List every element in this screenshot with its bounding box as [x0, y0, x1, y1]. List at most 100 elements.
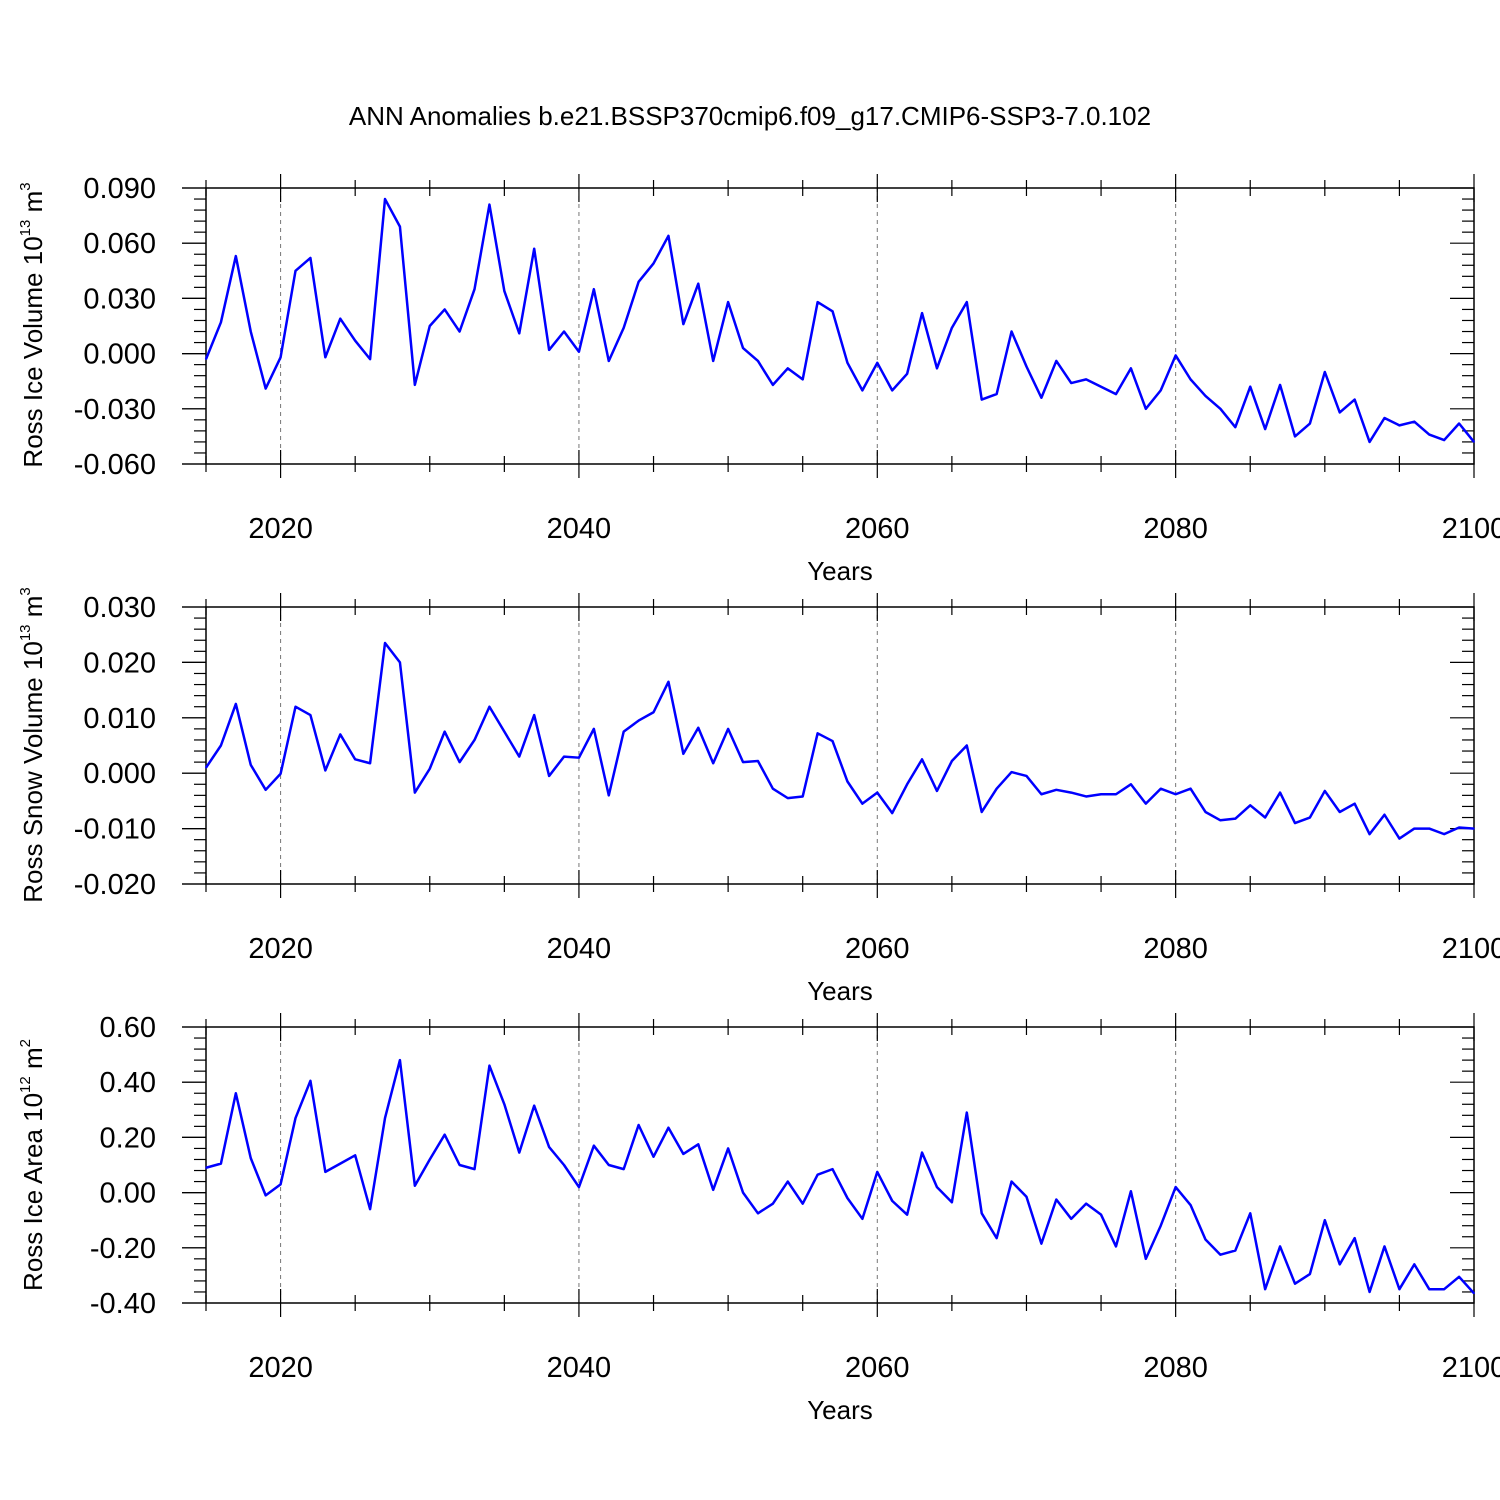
data-point — [205, 766, 207, 769]
data-point — [220, 1162, 222, 1165]
data-point — [1473, 827, 1475, 830]
data-point — [1070, 382, 1073, 384]
data-point — [921, 312, 923, 314]
data-point — [503, 290, 506, 292]
data-point — [1309, 816, 1311, 819]
data-point — [1324, 1219, 1326, 1221]
data-point — [339, 733, 342, 736]
data-point — [936, 790, 938, 792]
data-point — [428, 1158, 431, 1161]
data-point — [995, 393, 998, 395]
data-point — [1443, 439, 1445, 441]
y-tick-label: 0.40 — [100, 1067, 156, 1099]
y-tick-label: -0.40 — [90, 1288, 156, 1320]
data-point — [1189, 378, 1192, 381]
data-point — [1145, 1258, 1147, 1260]
data-point — [622, 1168, 625, 1170]
data-point — [563, 330, 565, 333]
data-point — [1338, 411, 1341, 414]
data-point — [354, 758, 356, 761]
data-point — [548, 349, 550, 351]
data-point — [1473, 441, 1475, 443]
data-point — [339, 1162, 342, 1165]
data-point — [309, 1080, 312, 1082]
data-point — [205, 358, 207, 360]
data-point — [1040, 793, 1043, 796]
data-point — [1174, 354, 1177, 357]
data-point — [801, 378, 804, 381]
data-point — [1294, 1282, 1296, 1285]
data-point — [1338, 1263, 1341, 1266]
data-point — [1443, 1288, 1445, 1290]
data-point — [1428, 827, 1431, 830]
data-point — [414, 1184, 416, 1187]
data-point — [414, 791, 416, 794]
data-point — [1458, 422, 1460, 425]
data-point — [831, 1168, 834, 1170]
plot-frame — [205, 1026, 1475, 1304]
y-tick-label: -0.020 — [74, 869, 156, 901]
data-point — [1159, 389, 1162, 392]
data-point — [1055, 360, 1058, 362]
data-point — [846, 1197, 849, 1199]
y-tick-label: 0.030 — [83, 592, 156, 624]
data-point — [607, 360, 610, 362]
y-tick-label: 0.030 — [83, 283, 156, 315]
data-point — [369, 358, 371, 360]
data-point — [1324, 790, 1326, 792]
data-point — [637, 281, 640, 283]
x-tick-label: 2020 — [248, 933, 313, 965]
data-point — [622, 327, 625, 329]
data-point — [891, 812, 894, 814]
data-point — [309, 257, 312, 259]
data-point — [1189, 1204, 1192, 1206]
data-point — [682, 753, 685, 755]
data-point — [1130, 1190, 1132, 1193]
data-point — [1070, 1218, 1073, 1220]
data-point — [354, 339, 356, 342]
y-tick-label: 0.090 — [83, 173, 156, 205]
data-point — [1368, 833, 1371, 835]
data-point — [1428, 1288, 1431, 1290]
data-point — [876, 362, 879, 364]
data-point — [264, 1194, 267, 1197]
data-point — [1025, 775, 1028, 777]
data-point — [1040, 396, 1043, 399]
data-point — [1204, 1238, 1207, 1241]
data-point — [593, 728, 595, 730]
data-point — [1413, 1263, 1416, 1266]
data-point — [488, 705, 491, 708]
data-point — [1130, 367, 1132, 370]
data-point — [622, 730, 625, 733]
data-point — [652, 711, 655, 714]
data-point — [861, 389, 864, 392]
x-axis-label: Years — [807, 1395, 873, 1425]
data-point — [235, 255, 237, 257]
data-point — [667, 1126, 670, 1129]
data-point — [503, 730, 506, 733]
series-line — [205, 1058, 1475, 1295]
data-point — [1234, 817, 1237, 820]
data-point — [1249, 385, 1252, 388]
data-point — [772, 384, 774, 386]
data-point — [443, 1133, 446, 1136]
data-point — [742, 347, 744, 349]
data-point — [995, 787, 998, 790]
data-point — [249, 330, 252, 333]
data-point — [264, 387, 267, 390]
data-point — [727, 1147, 729, 1150]
y-tick-label: -0.060 — [74, 449, 156, 481]
panel-ross-ice-volume: -0.060 -0.030 0.000 0.030 0.060 0.090 2020 2040… — [17, 173, 1500, 586]
data-point — [1413, 827, 1416, 830]
y-tick-label: 0.000 — [83, 758, 156, 790]
data-point — [1368, 1291, 1371, 1293]
data-point — [995, 1237, 998, 1239]
data-point — [1383, 813, 1386, 816]
data-point — [786, 797, 789, 799]
data-point — [801, 1202, 804, 1205]
data-point — [906, 373, 908, 375]
data-point — [966, 301, 968, 303]
data-point — [593, 1144, 595, 1147]
data-point — [294, 270, 297, 272]
data-point — [697, 1143, 700, 1146]
